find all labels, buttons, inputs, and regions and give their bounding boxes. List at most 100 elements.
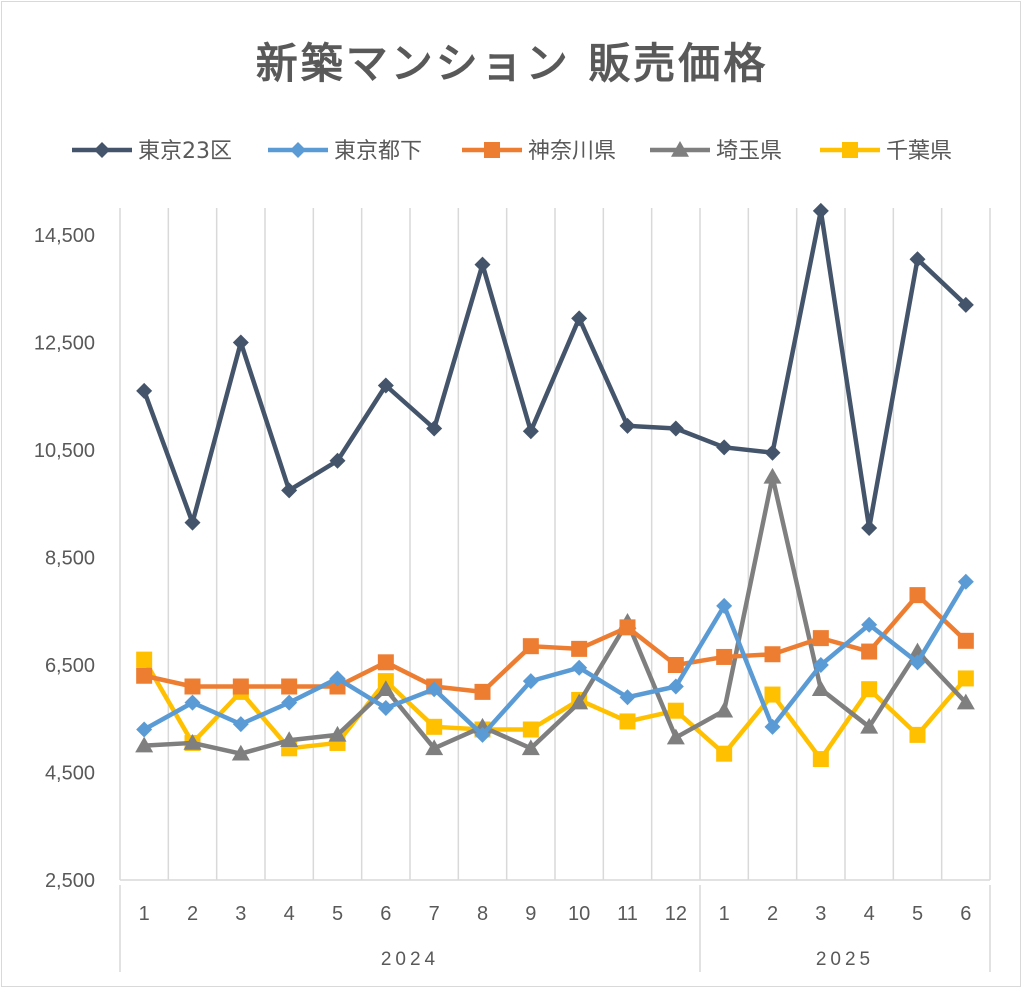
data-point	[377, 654, 394, 671]
data-point	[232, 334, 249, 351]
data-point	[716, 648, 733, 665]
data-point	[232, 678, 249, 695]
data-point	[909, 726, 926, 743]
data-point	[811, 680, 830, 696]
data-point	[474, 726, 491, 743]
data-point	[667, 657, 684, 673]
x-tick-label: 4	[284, 903, 295, 925]
data-point	[136, 382, 153, 399]
legend-marker	[842, 142, 858, 158]
y-tick-label: 12,500	[34, 333, 95, 355]
data-point	[716, 597, 733, 614]
x-tick-label: 11	[617, 903, 638, 925]
data-point	[667, 420, 684, 437]
x-tick-label: 2	[767, 903, 778, 925]
series-line	[142, 658, 968, 762]
series-0	[136, 202, 974, 536]
x-tick-label: 5	[332, 903, 343, 925]
data-point	[184, 678, 201, 695]
y-tick-label: 10,500	[34, 440, 95, 462]
data-point	[426, 681, 443, 698]
year-label: 2025	[816, 949, 874, 970]
y-tick-label: 2,500	[45, 870, 95, 892]
data-point	[522, 673, 539, 690]
data-point	[571, 310, 588, 327]
x-tick-label: 7	[429, 903, 440, 925]
data-point	[861, 681, 878, 698]
data-point	[474, 683, 491, 700]
legend-item: 埼玉県	[650, 139, 782, 164]
x-tick-label: 5	[912, 903, 923, 925]
legend-label: 東京都下	[334, 139, 422, 164]
grid-layer	[119, 208, 991, 880]
data-point	[957, 632, 974, 649]
data-point	[571, 659, 588, 676]
data-point	[329, 670, 346, 687]
data-point	[328, 725, 347, 742]
data-point	[377, 377, 394, 394]
data-point	[861, 616, 878, 633]
legend-item: 東京23区	[72, 139, 232, 164]
data-point	[521, 739, 540, 756]
data-point	[571, 640, 588, 657]
data-point	[909, 587, 926, 604]
data-point	[812, 751, 829, 768]
data-point	[619, 417, 636, 434]
legend-item: 東京都下	[268, 139, 422, 164]
y-tick-label: 8,500	[45, 548, 95, 570]
data-point	[666, 728, 685, 745]
data-point	[281, 482, 298, 499]
data-point	[425, 739, 444, 756]
data-point	[909, 654, 926, 671]
data-point	[136, 721, 153, 738]
x-tick-label: 9	[525, 903, 536, 925]
data-point	[426, 420, 443, 437]
chart-title: 新築マンション 販売価格	[255, 39, 769, 88]
data-point	[426, 718, 443, 735]
data-point	[619, 689, 636, 706]
data-point	[667, 702, 684, 719]
data-point	[812, 202, 829, 219]
data-point	[619, 619, 636, 636]
series-line	[143, 592, 968, 695]
series-layer	[135, 202, 975, 768]
legend-label: 神奈川県	[528, 139, 616, 164]
legend-item: 神奈川県	[462, 139, 616, 164]
data-point	[764, 444, 781, 461]
data-point	[281, 678, 298, 695]
data-point	[522, 721, 539, 738]
data-point	[474, 256, 491, 273]
legend-marker	[290, 142, 306, 158]
legend: 東京23区 東京都下 神奈川県 埼玉県 千葉県	[72, 139, 952, 164]
x-tick-label: 8	[477, 903, 488, 925]
data-point	[667, 678, 684, 695]
series-line	[142, 208, 968, 531]
data-point	[136, 651, 153, 668]
x-tick-label: 4	[864, 903, 875, 925]
y-tick-label: 14,500	[34, 225, 95, 247]
data-point	[281, 694, 298, 711]
data-point	[570, 693, 589, 710]
y-tick-label: 6,500	[45, 655, 95, 677]
data-point	[812, 657, 829, 673]
data-point	[764, 646, 781, 663]
data-point	[956, 693, 975, 710]
data-point	[716, 439, 733, 456]
series-2	[136, 587, 974, 700]
data-point	[231, 744, 250, 761]
x-tick-label: 1	[139, 903, 150, 925]
data-point	[715, 701, 734, 718]
x-tick-label: 3	[235, 903, 246, 925]
x-tick-label: 2	[187, 903, 198, 925]
x-tick-label: 1	[719, 903, 730, 925]
data-point	[861, 519, 878, 536]
data-point	[376, 680, 395, 696]
data-point	[763, 467, 782, 484]
data-point	[136, 667, 153, 684]
data-point	[957, 573, 974, 590]
data-point	[860, 717, 879, 734]
legend-label: 東京23区	[138, 139, 232, 164]
series-1	[136, 573, 974, 743]
x-tick-label: 10	[568, 903, 590, 925]
